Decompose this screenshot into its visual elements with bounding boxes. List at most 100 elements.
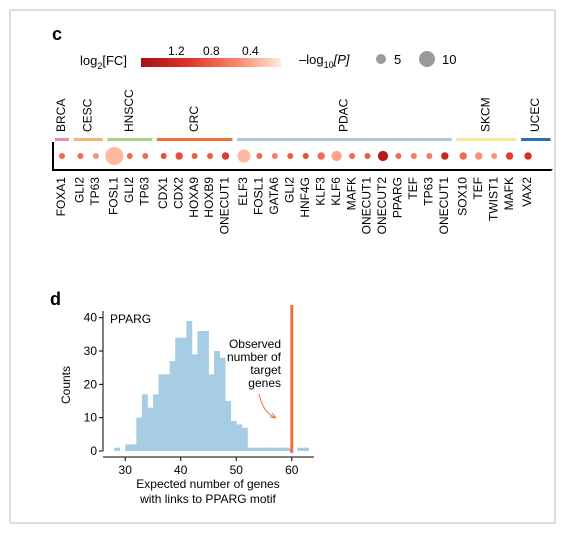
- hist-bar: [114, 447, 121, 451]
- group-label: SKCM: [479, 97, 493, 132]
- y-tick-label: 10: [84, 411, 98, 425]
- dot-tp63: [426, 153, 433, 159]
- gene-label: MAFK: [502, 177, 516, 210]
- gene-label: ONECUT1: [437, 177, 451, 235]
- gene-label: GATA6: [267, 177, 281, 215]
- dot-tef: [475, 152, 483, 160]
- hist-bar: [197, 331, 204, 451]
- gene-label: CDX1: [156, 177, 170, 209]
- gene-label: TEF: [406, 177, 420, 200]
- group-label: PDAC: [337, 98, 351, 132]
- group-label: CRC: [187, 106, 201, 132]
- p-size-label: 10: [442, 52, 456, 67]
- p-size-dot-large: [419, 51, 435, 67]
- hist-bar: [236, 424, 243, 451]
- dot-cdx1: [160, 153, 167, 159]
- group-bar: [55, 138, 69, 141]
- hist-bar: [180, 337, 187, 451]
- y-axis-label: Counts: [59, 366, 73, 404]
- hist-bar: [158, 374, 165, 451]
- gene-label: TEF: [471, 177, 485, 200]
- hist-bar: [152, 394, 159, 451]
- gene-label: ONECUT1: [218, 177, 232, 235]
- dot-hoxb9: [207, 153, 214, 159]
- hist-bar: [302, 447, 309, 451]
- y-tick-label: 20: [84, 377, 98, 391]
- hist-bar: [130, 444, 137, 451]
- hist-bar: [191, 354, 198, 451]
- hist-title: PPARG: [110, 312, 151, 326]
- dot-vax2: [524, 152, 532, 160]
- gene-label: TP63: [137, 177, 151, 206]
- dot-hoxa9: [191, 153, 198, 159]
- gene-label: CDX2: [171, 177, 185, 209]
- gene-label: TWIST1: [486, 177, 500, 221]
- hist-bar: [230, 421, 237, 451]
- group-bar: [521, 138, 551, 141]
- fc-tick: 1.2: [168, 44, 185, 58]
- dot-tp63: [92, 153, 99, 159]
- group-label: HNSCC: [122, 89, 136, 132]
- dot-onecut1: [364, 153, 371, 159]
- dot-cdx2: [175, 152, 183, 160]
- gene-label: HOXB9: [202, 177, 216, 218]
- panel-frame: [9, 9, 556, 524]
- observed-annotation: Observed: [229, 337, 281, 351]
- hist-bar: [164, 374, 171, 451]
- dotplot-axis: [52, 142, 552, 171]
- hist-bar: [252, 447, 259, 451]
- x-axis-label: with links to PPARG motif: [139, 492, 276, 506]
- dot-onecut2: [377, 150, 389, 162]
- dot-tef: [410, 153, 417, 159]
- gene-label: FOSL1: [252, 177, 266, 215]
- dot-sox10: [459, 152, 467, 160]
- hist-bar: [269, 447, 276, 451]
- dot-twist1: [491, 153, 498, 159]
- gene-label: VAX2: [520, 177, 534, 207]
- gene-label: HNF4G: [298, 177, 312, 218]
- gene-label: ONECUT2: [375, 177, 389, 235]
- gene-label: PPARG: [391, 177, 405, 218]
- group-bar: [156, 138, 233, 141]
- gene-label: SOX10: [455, 177, 469, 216]
- observed-annotation: number of: [227, 350, 282, 364]
- hist-bar: [169, 361, 176, 451]
- dot-foxa1: [59, 153, 65, 159]
- dot-gli2: [77, 153, 84, 159]
- hist-bar: [286, 447, 293, 451]
- hist-bar: [147, 407, 154, 451]
- fc-colorbar: [141, 58, 281, 67]
- p-legend: –log10[P] 5 10: [299, 51, 456, 70]
- dot-fosl1: [105, 147, 124, 165]
- hist-bar: [241, 427, 248, 451]
- dot-klf6: [331, 150, 342, 162]
- hist-bar: [297, 447, 304, 451]
- annotation-arrow: [258, 393, 277, 419]
- gene-label: GLI2: [73, 177, 87, 203]
- p-size-dot-small: [376, 54, 386, 64]
- hist-bar: [247, 447, 254, 451]
- gene-label: GLI2: [282, 177, 296, 203]
- p-legend-label: –log10[P]: [299, 52, 350, 70]
- observed-annotation: target: [250, 363, 281, 377]
- dot-onecut1: [221, 152, 230, 160]
- hist-bar: [280, 447, 287, 451]
- hist-bar: [208, 374, 215, 451]
- hist-bar: [275, 447, 282, 451]
- gene-label: FOSL1: [107, 177, 121, 215]
- fc-legend-label: log2[FC]: [80, 53, 127, 71]
- hist-bar: [258, 447, 265, 451]
- gene-label: KLF6: [329, 177, 343, 206]
- group-bar: [456, 138, 517, 141]
- gene-label: FOXA1: [54, 177, 68, 217]
- dot-elf3: [237, 149, 251, 163]
- hist-bar: [186, 321, 193, 451]
- hist-bar: [219, 357, 226, 451]
- hist-bar: [141, 394, 148, 451]
- dot-gli2: [126, 153, 133, 159]
- group-bar: [73, 138, 103, 141]
- group-label: UCEC: [528, 98, 542, 132]
- gene-label: TP63: [422, 177, 436, 206]
